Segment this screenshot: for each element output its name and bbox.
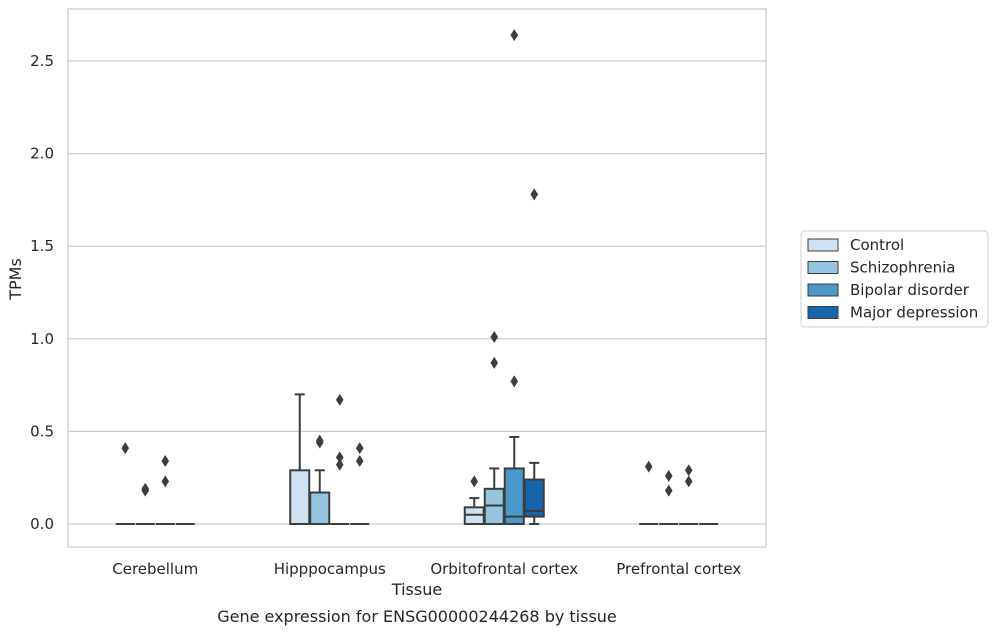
outlier-point (684, 464, 693, 477)
outlier-point (141, 482, 150, 495)
outlier-point (510, 375, 519, 388)
y-axis-ticks: 0.0 0.5 1.0 1.5 2.0 2.5 (30, 52, 54, 533)
legend-items: Control Schizophrenia Bipolar disorder Majo… (807, 236, 978, 322)
box-iqr (523, 478, 545, 518)
outlier-point (121, 442, 130, 455)
outlier-point (644, 460, 653, 473)
legend-item: Major depression (807, 304, 978, 322)
outlier-point (530, 188, 539, 201)
box-1-1 (309, 469, 331, 525)
legend: Control Schizophrenia Bipolar disorder Majo… (800, 230, 989, 328)
outlier-point (664, 484, 673, 497)
outlier-point (335, 451, 344, 464)
outlier-point (470, 475, 479, 488)
y-tick-label: 1.5 (30, 237, 54, 255)
outliers (121, 29, 693, 497)
box-2-2 (503, 435, 525, 526)
outlier-point (664, 469, 673, 482)
outlier-point (510, 29, 519, 42)
y-tick-label: 2.5 (30, 52, 54, 70)
x-tick-label: Orbitofrontal cortex (430, 560, 578, 578)
legend-swatch (807, 306, 839, 319)
box-2-0 (463, 497, 485, 525)
outlier-point (490, 330, 499, 343)
legend-label: Control (850, 236, 904, 254)
x-axis-ticks: Cerebellum Hipppocampus Orbitofrontal cort… (112, 560, 741, 578)
box-iqr (289, 469, 311, 525)
box-1-0 (289, 393, 311, 525)
outlier-point (335, 393, 344, 406)
legend-label: Schizophrenia (850, 259, 955, 277)
grid-lines (68, 60, 766, 525)
outlier-point (335, 458, 344, 471)
box-2-3 (523, 461, 545, 525)
legend-item: Control (807, 236, 904, 254)
x-tick-label: Hipppocampus (274, 560, 386, 578)
outlier-point (355, 455, 364, 468)
legend-swatch (807, 261, 839, 274)
y-tick-label: 2.0 (30, 145, 54, 163)
legend-label: Bipolar disorder (850, 281, 970, 299)
chart-caption: Gene expression for ENSG00000244268 by t… (217, 607, 617, 626)
box-iqr (309, 491, 331, 525)
legend-swatch (807, 238, 839, 252)
outlier-point (490, 356, 499, 369)
outlier-point (161, 455, 170, 468)
legend-item: Schizophrenia (807, 259, 955, 277)
legend-item: Bipolar disorder (807, 281, 970, 299)
y-axis-label: TPMs (6, 258, 25, 301)
boxes (115, 393, 719, 526)
y-tick-label: 0.0 (30, 515, 54, 533)
x-axis-label: Tissue (391, 580, 442, 599)
x-tick-label: Cerebellum (112, 560, 198, 578)
outlier-point (315, 434, 324, 447)
legend-label: Major depression (850, 304, 978, 322)
y-tick-label: 0.5 (30, 422, 54, 440)
plot-area-frame (67, 8, 767, 548)
x-tick-label: Prefrontal cortex (616, 560, 741, 578)
y-tick-label: 1.0 (30, 330, 54, 348)
outlier-point (161, 475, 170, 488)
outlier-point (355, 442, 364, 455)
legend-swatch (807, 283, 839, 297)
legend-frame (800, 230, 989, 328)
outlier-point (684, 475, 693, 488)
box-2-1 (483, 467, 505, 526)
